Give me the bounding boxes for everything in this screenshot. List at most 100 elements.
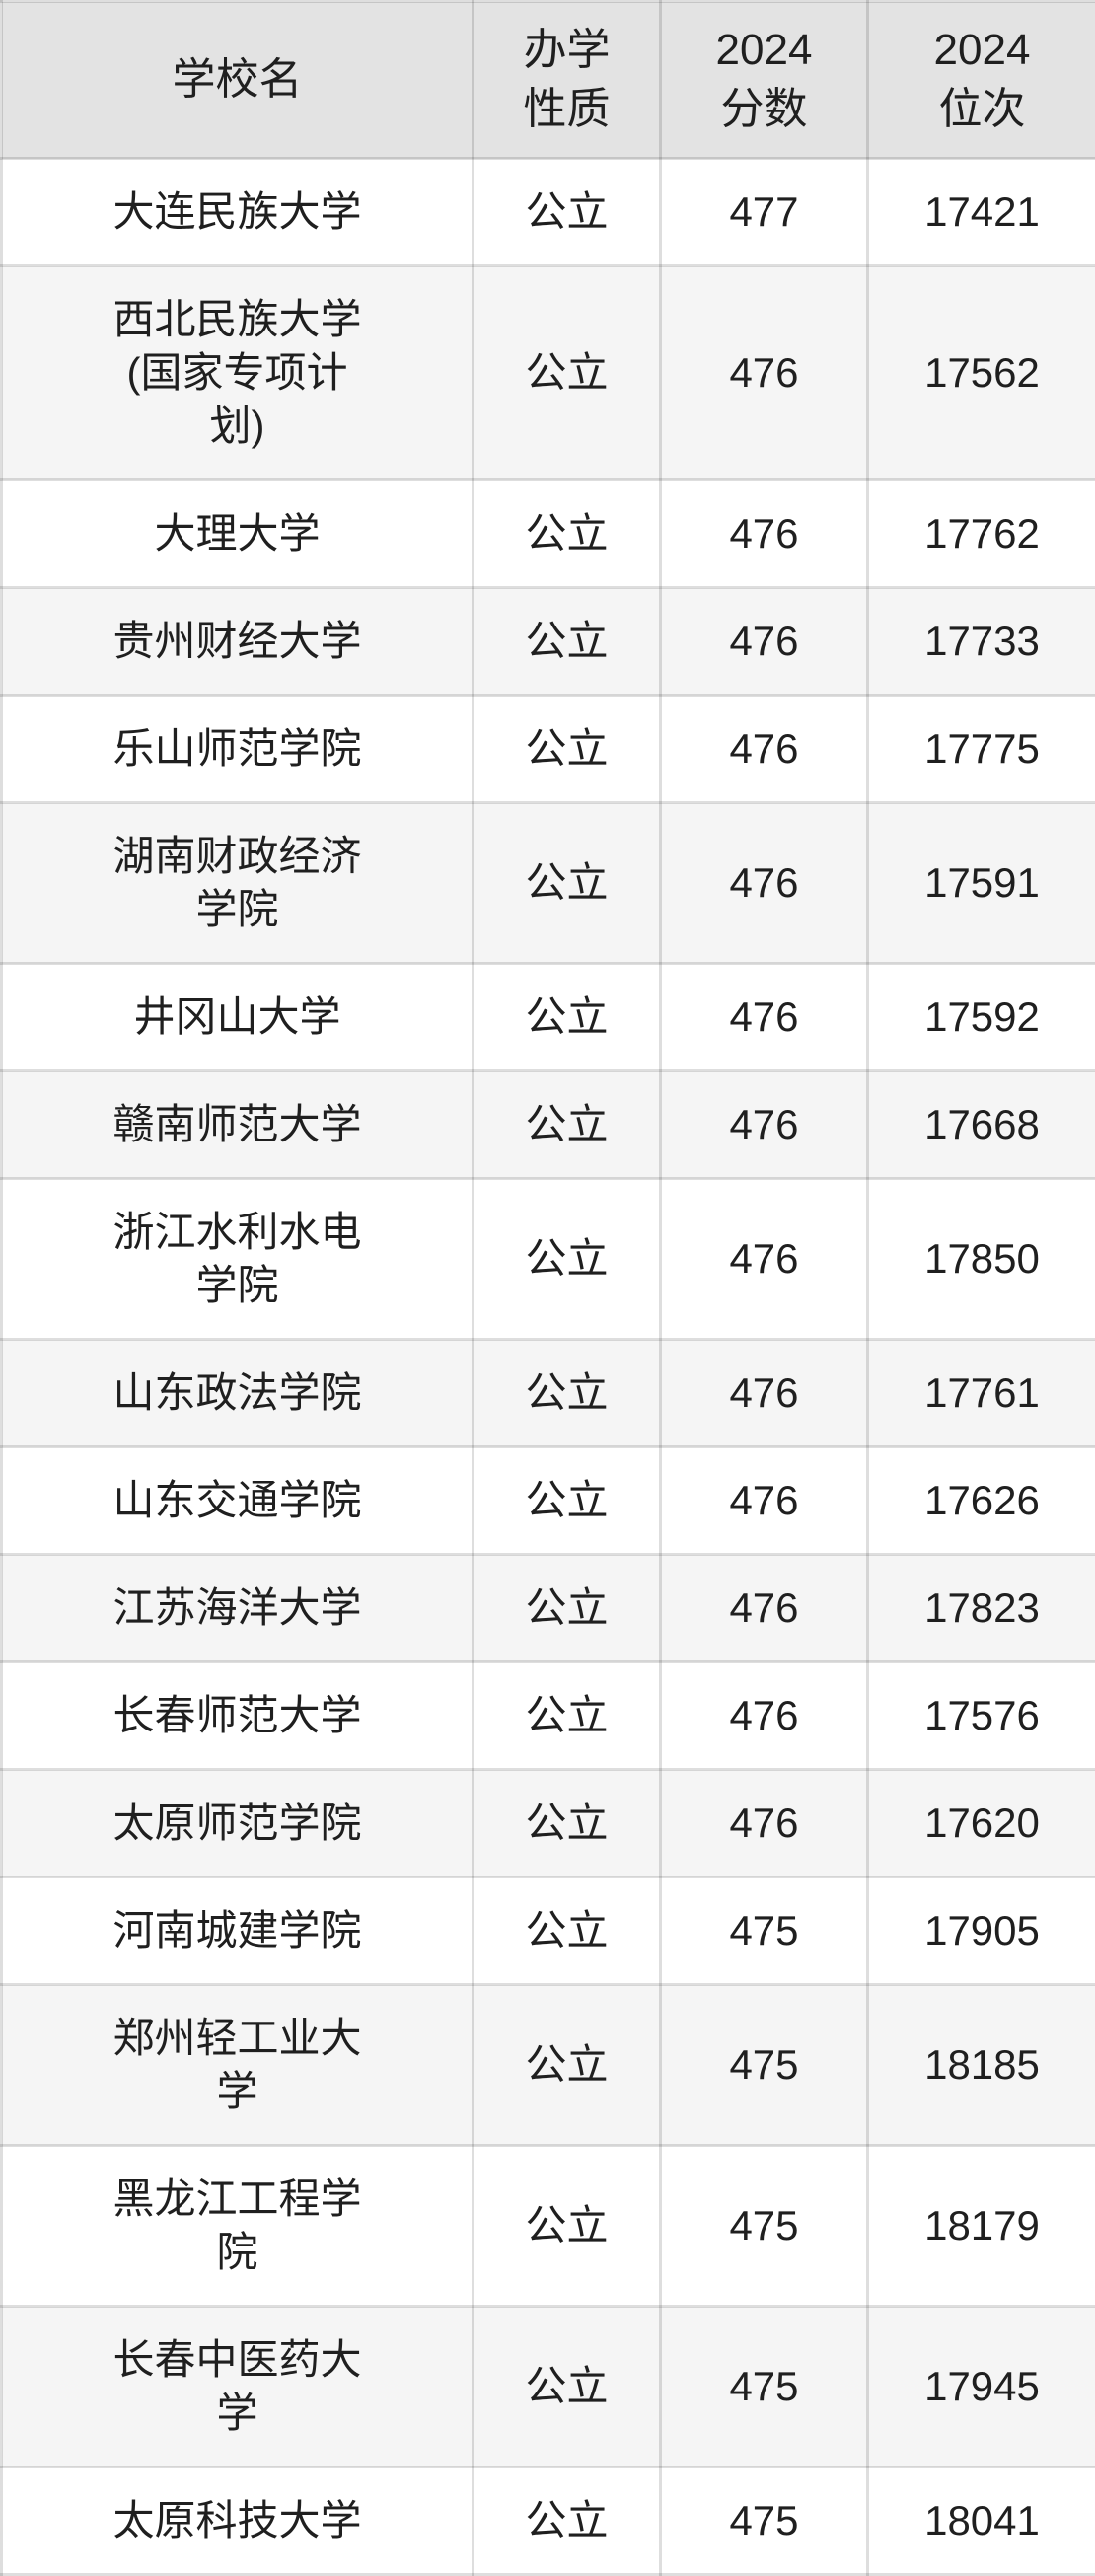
- rank-2024-cell: 17421: [868, 159, 1095, 266]
- table-row: 太原师范学院 公立 476 17620: [2, 1770, 1095, 1877]
- score-2024-cell: 476: [661, 964, 868, 1071]
- rank-2024-cell: 17905: [868, 1877, 1095, 1985]
- ownership-cell: 公立: [474, 696, 661, 803]
- score-2024-cell: 475: [661, 2467, 868, 2575]
- ownership-cell: 公立: [474, 588, 661, 696]
- school-name-cell: 郑州轻工业大 学: [2, 1985, 474, 2146]
- score-2024-cell: 477: [661, 159, 868, 266]
- score-2024-cell: 476: [661, 1770, 868, 1877]
- school-name-cell: 长春师范大学: [2, 1662, 474, 1770]
- header-score-2024: 2024 分数: [661, 2, 868, 159]
- school-name-cell: 江苏海洋大学: [2, 1555, 474, 1662]
- rank-2024-cell: 17668: [868, 1071, 1095, 1179]
- score-2024-cell: 476: [661, 1071, 868, 1179]
- rank-2024-cell: 18185: [868, 1985, 1095, 2146]
- rank-2024-cell: 17620: [868, 1770, 1095, 1877]
- score-2024-cell: 476: [661, 803, 868, 964]
- rank-2024-cell: 17945: [868, 2307, 1095, 2467]
- score-2024-cell: 475: [661, 1877, 868, 1985]
- score-2024-cell: 476: [661, 266, 868, 480]
- school-name-cell: 黑龙江工程学 院: [2, 2146, 474, 2307]
- ownership-cell: 公立: [474, 480, 661, 588]
- ownership-cell: 公立: [474, 1770, 661, 1877]
- ownership-cell: 公立: [474, 1340, 661, 1447]
- table-row: 大连民族大学 公立 477 17421: [2, 159, 1095, 266]
- ownership-cell: 公立: [474, 1662, 661, 1770]
- ownership-cell: 公立: [474, 964, 661, 1071]
- rank-2024-cell: 17576: [868, 1662, 1095, 1770]
- school-name-cell: 山东交通学院: [2, 1447, 474, 1555]
- score-2024-cell: 475: [661, 2307, 868, 2467]
- table-row: 贵州财经大学 公立 476 17733: [2, 588, 1095, 696]
- score-2024-cell: 476: [661, 1662, 868, 1770]
- table-row: 长春师范大学 公立 476 17576: [2, 1662, 1095, 1770]
- score-2024-cell: 476: [661, 480, 868, 588]
- table-body: 大连民族大学 公立 477 17421 西北民族大学 (国家专项计 划) 公立 …: [2, 159, 1095, 2575]
- rank-2024-cell: 17733: [868, 588, 1095, 696]
- table-row: 西北民族大学 (国家专项计 划) 公立 476 17562: [2, 266, 1095, 480]
- school-name-cell: 太原科技大学: [2, 2467, 474, 2575]
- school-name-cell: 大连民族大学: [2, 159, 474, 266]
- ownership-cell: 公立: [474, 159, 661, 266]
- rank-2024-cell: 17626: [868, 1447, 1095, 1555]
- table-row: 长春中医药大 学 公立 475 17945: [2, 2307, 1095, 2467]
- table-row: 黑龙江工程学 院 公立 475 18179: [2, 2146, 1095, 2307]
- ownership-cell: 公立: [474, 1071, 661, 1179]
- score-2024-cell: 476: [661, 1340, 868, 1447]
- rank-2024-cell: 18179: [868, 2146, 1095, 2307]
- table-row: 乐山师范学院 公立 476 17775: [2, 696, 1095, 803]
- table-header: 学校名 办学 性质 2024 分数 2024 位次: [2, 2, 1095, 159]
- table-row: 大理大学 公立 476 17762: [2, 480, 1095, 588]
- table-row: 浙江水利水电 学院 公立 476 17850: [2, 1179, 1095, 1340]
- score-2024-cell: 476: [661, 1447, 868, 1555]
- rank-2024-cell: 17562: [868, 266, 1095, 480]
- rank-2024-cell: 17591: [868, 803, 1095, 964]
- score-2024-cell: 475: [661, 1985, 868, 2146]
- rank-2024-cell: 17775: [868, 696, 1095, 803]
- rank-2024-cell: 18041: [868, 2467, 1095, 2575]
- ownership-cell: 公立: [474, 2467, 661, 2575]
- header-rank-2024: 2024 位次: [868, 2, 1095, 159]
- table-row: 赣南师范大学 公立 476 17668: [2, 1071, 1095, 1179]
- ownership-cell: 公立: [474, 1877, 661, 1985]
- school-name-cell: 赣南师范大学: [2, 1071, 474, 1179]
- ownership-cell: 公立: [474, 266, 661, 480]
- school-name-cell: 浙江水利水电 学院: [2, 1179, 474, 1340]
- table-row: 湖南财政经济 学院 公立 476 17591: [2, 803, 1095, 964]
- score-2024-cell: 476: [661, 1179, 868, 1340]
- school-name-cell: 长春中医药大 学: [2, 2307, 474, 2467]
- school-name-cell: 贵州财经大学: [2, 588, 474, 696]
- rank-2024-cell: 17850: [868, 1179, 1095, 1340]
- score-2024-cell: 476: [661, 696, 868, 803]
- rank-2024-cell: 17823: [868, 1555, 1095, 1662]
- header-row: 学校名 办学 性质 2024 分数 2024 位次: [2, 2, 1095, 159]
- ownership-cell: 公立: [474, 1179, 661, 1340]
- table-row: 山东交通学院 公立 476 17626: [2, 1447, 1095, 1555]
- score-2024-cell: 476: [661, 1555, 868, 1662]
- table-row: 河南城建学院 公立 475 17905: [2, 1877, 1095, 1985]
- ownership-cell: 公立: [474, 1985, 661, 2146]
- ownership-cell: 公立: [474, 803, 661, 964]
- score-2024-cell: 476: [661, 588, 868, 696]
- ownership-cell: 公立: [474, 1555, 661, 1662]
- ownership-cell: 公立: [474, 2146, 661, 2307]
- school-name-cell: 大理大学: [2, 480, 474, 588]
- header-school-name: 学校名: [2, 2, 474, 159]
- table-row: 太原科技大学 公立 475 18041: [2, 2467, 1095, 2575]
- school-name-cell: 湖南财政经济 学院: [2, 803, 474, 964]
- rank-2024-cell: 17761: [868, 1340, 1095, 1447]
- school-name-cell: 西北民族大学 (国家专项计 划): [2, 266, 474, 480]
- header-ownership: 办学 性质: [474, 2, 661, 159]
- school-name-cell: 乐山师范学院: [2, 696, 474, 803]
- table-row: 江苏海洋大学 公立 476 17823: [2, 1555, 1095, 1662]
- rank-2024-cell: 17762: [868, 480, 1095, 588]
- ownership-cell: 公立: [474, 2307, 661, 2467]
- ownership-cell: 公立: [474, 1447, 661, 1555]
- school-name-cell: 井冈山大学: [2, 964, 474, 1071]
- school-name-cell: 河南城建学院: [2, 1877, 474, 1985]
- score-2024-cell: 475: [661, 2146, 868, 2307]
- rank-2024-cell: 17592: [868, 964, 1095, 1071]
- school-name-cell: 山东政法学院: [2, 1340, 474, 1447]
- table-row: 井冈山大学 公立 476 17592: [2, 964, 1095, 1071]
